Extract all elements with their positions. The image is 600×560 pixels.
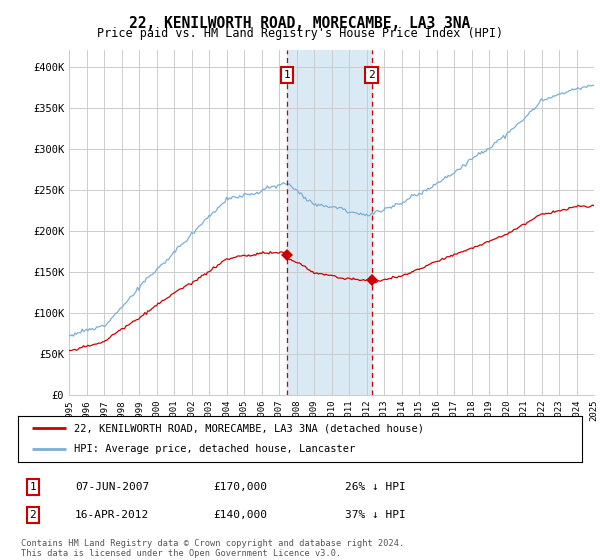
Text: 07-JUN-2007: 07-JUN-2007 xyxy=(75,482,149,492)
Text: Contains HM Land Registry data © Crown copyright and database right 2024.
This d: Contains HM Land Registry data © Crown c… xyxy=(21,539,404,558)
Text: 1: 1 xyxy=(29,482,37,492)
Text: 37% ↓ HPI: 37% ↓ HPI xyxy=(345,510,406,520)
Text: 2: 2 xyxy=(29,510,37,520)
Text: £170,000: £170,000 xyxy=(213,482,267,492)
Text: 1: 1 xyxy=(283,70,290,80)
Text: 26% ↓ HPI: 26% ↓ HPI xyxy=(345,482,406,492)
Bar xyxy=(287,50,371,395)
Text: 2: 2 xyxy=(368,70,375,80)
Text: 16-APR-2012: 16-APR-2012 xyxy=(75,510,149,520)
Text: £140,000: £140,000 xyxy=(213,510,267,520)
Text: Price paid vs. HM Land Registry's House Price Index (HPI): Price paid vs. HM Land Registry's House … xyxy=(97,27,503,40)
Text: 22, KENILWORTH ROAD, MORECAMBE, LA3 3NA (detached house): 22, KENILWORTH ROAD, MORECAMBE, LA3 3NA … xyxy=(74,423,424,433)
Text: 22, KENILWORTH ROAD, MORECAMBE, LA3 3NA: 22, KENILWORTH ROAD, MORECAMBE, LA3 3NA xyxy=(130,16,470,31)
Text: HPI: Average price, detached house, Lancaster: HPI: Average price, detached house, Lanc… xyxy=(74,445,356,455)
